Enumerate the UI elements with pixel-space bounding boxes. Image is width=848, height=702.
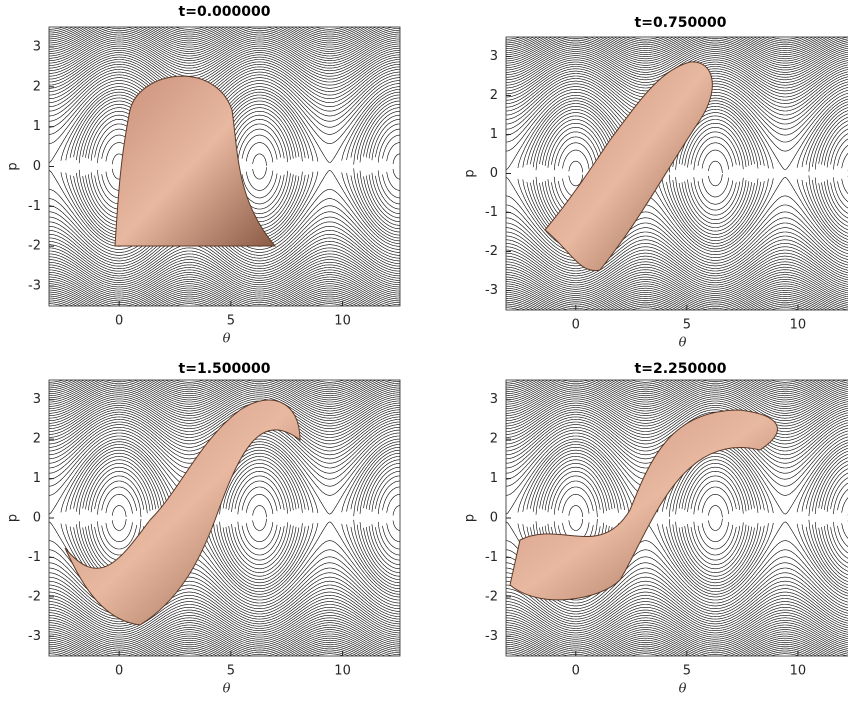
y-tick-label: -1 [485, 205, 498, 220]
subplot-title: t=1.500000 [179, 361, 271, 377]
x-tick-label: 0 [572, 318, 580, 333]
y-tick-label: 0 [490, 511, 498, 526]
subplot: -3 -2 -1 0 1 2 3 0 5 10 t=0.000000 θ p [6, 4, 401, 347]
subplot: -3 -2 -1 0 1 2 3 0 5 10 t=0.750000 θ p [463, 15, 848, 351]
y-tick-label: 3 [33, 392, 41, 407]
y-tick-label: 1 [33, 119, 41, 134]
y-tick-label: -3 [485, 629, 498, 644]
y-tick-label: 0 [33, 159, 41, 174]
phase-curve [569, 506, 848, 518]
page: -3-2-101230510t=0.000000θp-3-2-101230510… [0, 0, 848, 702]
x-axis-label: θ [679, 336, 687, 351]
x-axis-label: θ [223, 332, 231, 347]
y-tick-label: -1 [28, 550, 41, 565]
y-tick-label: -3 [28, 629, 41, 644]
y-tick-label: -2 [485, 589, 498, 604]
subplot-title: t=0.000000 [179, 4, 271, 20]
y-tick-label: -3 [28, 279, 41, 294]
x-tick-label: 5 [227, 314, 235, 329]
y-tick-label: 1 [33, 471, 41, 486]
x-tick-label: 5 [227, 664, 235, 679]
y-tick-label: -2 [28, 239, 41, 254]
y-tick-label: -1 [28, 199, 41, 214]
y-axis-label: p [463, 169, 478, 177]
subplot: -3 -2 -1 0 1 2 3 0 5 10 t=2.250000 θ p [463, 361, 848, 697]
x-axis-label: θ [679, 682, 687, 697]
x-tick-label: 5 [683, 664, 691, 679]
y-axis-label: p [6, 162, 21, 170]
phase-curve [86, 463, 401, 510]
x-tick-label: 10 [790, 318, 807, 333]
phase-curves [49, 8, 400, 325]
y-tick-label: 2 [33, 432, 41, 447]
phase-curve [95, 476, 400, 510]
y-tick-label: 1 [490, 471, 498, 486]
x-tick-label: 10 [334, 314, 351, 329]
y-tick-label: 1 [490, 127, 498, 142]
y-tick-label: 0 [33, 511, 41, 526]
phase-curves [506, 361, 848, 675]
subplot-title: t=0.750000 [635, 15, 727, 31]
y-tick-label: 3 [33, 39, 41, 54]
phase-curves [49, 361, 400, 675]
y-tick-label: 2 [490, 432, 498, 447]
subplot: -3 -2 -1 0 1 2 3 0 5 10 t=1.500000 θ p [6, 361, 401, 697]
subplot-title: t=2.250000 [635, 361, 727, 377]
y-tick-label: 2 [490, 88, 498, 103]
y-axis-label: p [6, 514, 21, 522]
y-tick-label: 2 [33, 79, 41, 94]
face-image [115, 76, 275, 246]
figure: -3-2-101230510t=0.000000θp-3-2-101230510… [0, 0, 848, 702]
x-tick-label: 0 [572, 664, 580, 679]
x-axis-label: θ [223, 682, 231, 697]
y-tick-label: 3 [490, 49, 498, 64]
phase-curve [569, 519, 848, 531]
phase-curves [506, 18, 848, 329]
y-tick-label: -2 [28, 589, 41, 604]
y-tick-label: 3 [490, 392, 498, 407]
x-tick-label: 10 [790, 664, 807, 679]
x-tick-label: 0 [115, 664, 123, 679]
x-tick-label: 10 [334, 664, 351, 679]
y-axis-label: p [463, 514, 478, 522]
y-tick-label: -2 [485, 244, 498, 259]
y-tick-label: -3 [485, 283, 498, 298]
x-tick-label: 0 [115, 314, 123, 329]
y-tick-label: 0 [490, 166, 498, 181]
y-tick-label: -1 [485, 550, 498, 565]
x-tick-label: 5 [683, 318, 691, 333]
